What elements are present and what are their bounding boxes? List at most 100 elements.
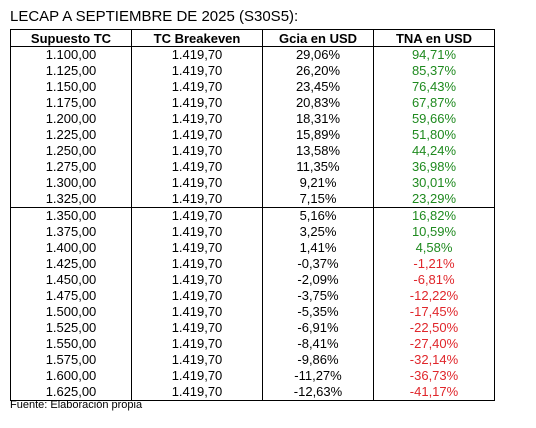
table-body: 1.100,00 1.419,70 29,06% 94,71% 1.125,00 1.41… xyxy=(10,46,495,401)
table-row: 1.275,00 1.419,70 11,35% 36,98% xyxy=(10,159,495,175)
cell-gcia-usd: 15,89% xyxy=(262,127,374,143)
cell-tc-breakeven: 1.419,70 xyxy=(131,207,263,224)
cell-supuesto-tc: 1.375,00 xyxy=(10,224,132,240)
cell-tc-breakeven: 1.419,70 xyxy=(131,46,263,63)
cell-tc-breakeven: 1.419,70 xyxy=(131,256,263,272)
column-header-tna-usd: TNA en USD xyxy=(373,29,495,47)
cell-supuesto-tc: 1.250,00 xyxy=(10,143,132,159)
cell-gcia-usd: -0,37% xyxy=(262,256,374,272)
cell-supuesto-tc: 1.450,00 xyxy=(10,272,132,288)
cell-supuesto-tc: 1.500,00 xyxy=(10,304,132,320)
cell-tna-usd: 44,24% xyxy=(373,143,495,159)
table-row: 1.300,00 1.419,70 9,21% 30,01% xyxy=(10,175,495,191)
cell-tna-usd: 36,98% xyxy=(373,159,495,175)
cell-tc-breakeven: 1.419,70 xyxy=(131,384,263,401)
cell-tc-breakeven: 1.419,70 xyxy=(131,79,263,95)
cell-supuesto-tc: 1.200,00 xyxy=(10,111,132,127)
cell-tna-usd: 23,29% xyxy=(373,191,495,208)
cell-tna-usd: 76,43% xyxy=(373,79,495,95)
cell-tna-usd: -17,45% xyxy=(373,304,495,320)
cell-tc-breakeven: 1.419,70 xyxy=(131,175,263,191)
cell-supuesto-tc: 1.100,00 xyxy=(10,46,132,63)
cell-tna-usd: 59,66% xyxy=(373,111,495,127)
cell-gcia-usd: -11,27% xyxy=(262,368,374,384)
cell-supuesto-tc: 1.575,00 xyxy=(10,352,132,368)
cell-tna-usd: -32,14% xyxy=(373,352,495,368)
table-row: 1.250,00 1.419,70 13,58% 44,24% xyxy=(10,143,495,159)
cell-tna-usd: -1,21% xyxy=(373,256,495,272)
table-row: 1.125,00 1.419,70 26,20% 85,37% xyxy=(10,63,495,79)
cell-tc-breakeven: 1.419,70 xyxy=(131,272,263,288)
cell-tc-breakeven: 1.419,70 xyxy=(131,336,263,352)
cell-gcia-usd: -12,63% xyxy=(262,384,374,401)
cell-gcia-usd: 9,21% xyxy=(262,175,374,191)
cell-gcia-usd: 23,45% xyxy=(262,79,374,95)
cell-gcia-usd: 29,06% xyxy=(262,46,374,63)
cell-tc-breakeven: 1.419,70 xyxy=(131,143,263,159)
cell-tna-usd: 67,87% xyxy=(373,95,495,111)
cell-gcia-usd: 5,16% xyxy=(262,207,374,224)
cell-supuesto-tc: 1.125,00 xyxy=(10,63,132,79)
column-header-supuesto-tc: Supuesto TC xyxy=(10,29,132,47)
cell-gcia-usd: 18,31% xyxy=(262,111,374,127)
column-header-gcia-usd: Gcia en USD xyxy=(262,29,374,47)
cell-tc-breakeven: 1.419,70 xyxy=(131,159,263,175)
table-row: 1.325,00 1.419,70 7,15% 23,29% xyxy=(10,191,495,208)
cell-tna-usd: 4,58% xyxy=(373,240,495,256)
cell-tc-breakeven: 1.419,70 xyxy=(131,368,263,384)
table-title: LECAP A SEPTIEMBRE DE 2025 (S30S5): xyxy=(10,8,299,25)
cell-tna-usd: -6,81% xyxy=(373,272,495,288)
table-row: 1.600,00 1.419,70 -11,27% -36,73% xyxy=(10,368,495,384)
table-row: 1.100,00 1.419,70 29,06% 94,71% xyxy=(10,46,495,63)
cell-supuesto-tc: 1.550,00 xyxy=(10,336,132,352)
table-row: 1.450,00 1.419,70 -2,09% -6,81% xyxy=(10,272,495,288)
cell-supuesto-tc: 1.425,00 xyxy=(10,256,132,272)
table-header-row: Supuesto TC TC Breakeven Gcia en USD TNA… xyxy=(10,29,495,47)
source-note: Fuente: Elaboración propia xyxy=(10,399,143,411)
cell-tc-breakeven: 1.419,70 xyxy=(131,352,263,368)
table-row: 1.525,00 1.419,70 -6,91% -22,50% xyxy=(10,320,495,336)
column-header-tc-breakeven: TC Breakeven xyxy=(131,29,263,47)
cell-tna-usd: 10,59% xyxy=(373,224,495,240)
cell-tna-usd: -41,17% xyxy=(373,384,495,401)
table-row: 1.475,00 1.419,70 -3,75% -12,22% xyxy=(10,288,495,304)
cell-tc-breakeven: 1.419,70 xyxy=(131,63,263,79)
table-row: 1.175,00 1.419,70 20,83% 67,87% xyxy=(10,95,495,111)
cell-tna-usd: 85,37% xyxy=(373,63,495,79)
cell-supuesto-tc: 1.350,00 xyxy=(10,207,132,224)
cell-tc-breakeven: 1.419,70 xyxy=(131,224,263,240)
table-row: 1.350,00 1.419,70 5,16% 16,82% xyxy=(10,207,495,224)
cell-tc-breakeven: 1.419,70 xyxy=(131,95,263,111)
table-row: 1.425,00 1.419,70 -0,37% -1,21% xyxy=(10,256,495,272)
cell-tc-breakeven: 1.419,70 xyxy=(131,127,263,143)
cell-tna-usd: 94,71% xyxy=(373,46,495,63)
cell-supuesto-tc: 1.400,00 xyxy=(10,240,132,256)
cell-supuesto-tc: 1.150,00 xyxy=(10,79,132,95)
cell-supuesto-tc: 1.300,00 xyxy=(10,175,132,191)
cell-gcia-usd: 20,83% xyxy=(262,95,374,111)
table-row: 1.375,00 1.419,70 3,25% 10,59% xyxy=(10,224,495,240)
cell-supuesto-tc: 1.600,00 xyxy=(10,368,132,384)
cell-gcia-usd: 7,15% xyxy=(262,191,374,208)
cell-tc-breakeven: 1.419,70 xyxy=(131,111,263,127)
table-row: 1.550,00 1.419,70 -8,41% -27,40% xyxy=(10,336,495,352)
cell-supuesto-tc: 1.525,00 xyxy=(10,320,132,336)
cell-gcia-usd: 26,20% xyxy=(262,63,374,79)
cell-gcia-usd: -6,91% xyxy=(262,320,374,336)
cell-supuesto-tc: 1.625,00 xyxy=(10,384,132,401)
table-row: 1.625,00 1.419,70 -12,63% -41,17% xyxy=(10,384,495,401)
cell-gcia-usd: -5,35% xyxy=(262,304,374,320)
cell-tc-breakeven: 1.419,70 xyxy=(131,191,263,208)
cell-tna-usd: -22,50% xyxy=(373,320,495,336)
cell-tc-breakeven: 1.419,70 xyxy=(131,320,263,336)
cell-tc-breakeven: 1.419,70 xyxy=(131,288,263,304)
cell-supuesto-tc: 1.475,00 xyxy=(10,288,132,304)
cell-supuesto-tc: 1.175,00 xyxy=(10,95,132,111)
table-row: 1.500,00 1.419,70 -5,35% -17,45% xyxy=(10,304,495,320)
cell-gcia-usd: -3,75% xyxy=(262,288,374,304)
cell-tna-usd: -12,22% xyxy=(373,288,495,304)
table-row: 1.225,00 1.419,70 15,89% 51,80% xyxy=(10,127,495,143)
cell-tna-usd: -36,73% xyxy=(373,368,495,384)
cell-supuesto-tc: 1.225,00 xyxy=(10,127,132,143)
cell-gcia-usd: 3,25% xyxy=(262,224,374,240)
